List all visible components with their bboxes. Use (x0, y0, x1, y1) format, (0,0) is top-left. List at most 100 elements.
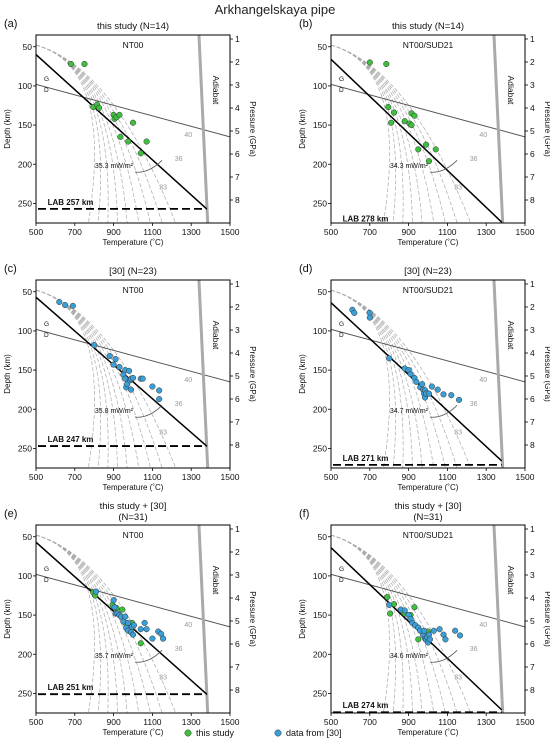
reference-geotherm-2 (331, 289, 396, 468)
panel-title-line2: (N=31) (413, 512, 442, 523)
plot-frame (330, 524, 526, 714)
data-point (119, 606, 126, 613)
fitted-geotherm (331, 58, 503, 223)
data-point (149, 383, 156, 390)
graphite-diamond-line (36, 573, 230, 628)
data-point (411, 604, 418, 611)
panel-letter: (a) (4, 18, 17, 30)
data-point (126, 367, 133, 374)
pressure-tick-label: 4 (235, 348, 240, 358)
pressure-tick-label: 2 (530, 57, 535, 67)
pressure-tick-label: 2 (235, 57, 240, 67)
g-label: G (44, 76, 49, 83)
g-label: G (44, 321, 49, 328)
panel-a: 500 700 900 1100 1300 1500 50 100 150 200 250 1 2 3 4 5… (3, 18, 257, 247)
data-point (387, 610, 394, 617)
data-point (452, 627, 459, 634)
pressure-tick-label: 5 (235, 371, 240, 381)
x-tick-label: 1300 (182, 227, 201, 237)
data-point (391, 109, 398, 116)
pressure-tick-label: 6 (235, 394, 240, 404)
data-point (440, 391, 447, 398)
data-point (117, 133, 124, 140)
data-point (139, 375, 146, 382)
panels: 500 700 900 1100 1300 15005010015020025012345… (3, 18, 550, 737)
fitted-geotherm (36, 54, 208, 210)
heat-flow-leader (429, 405, 458, 418)
reference-geotherm-5 (331, 289, 423, 468)
fitted-geotherm (36, 296, 208, 447)
x-axis-label: Temperature (˚C) (103, 483, 164, 492)
plot-frame (330, 34, 526, 224)
x-tick-label: 1500 (516, 717, 535, 727)
reference-geotherm-2 (331, 44, 396, 223)
pressure-tick-label: 6 (235, 639, 240, 649)
heat-flow-leader (429, 650, 458, 663)
pressure-tick-label: 7 (530, 417, 535, 427)
x-tick-label: 1300 (477, 717, 496, 727)
plot-area (331, 280, 525, 468)
lab-label: LAB 247 km (48, 435, 94, 444)
y-tick-label: 200 (18, 404, 32, 414)
x-tick-label: 1500 (516, 472, 535, 482)
data-point (419, 381, 426, 388)
data-point (436, 626, 443, 633)
data-point (160, 635, 167, 642)
geotherm-label-40: 40 (184, 622, 192, 629)
data-point (366, 314, 373, 321)
y-tick-label: 250 (313, 688, 327, 698)
y-tick-label: 250 (313, 443, 327, 453)
y-tick-label: 200 (18, 649, 32, 659)
y-tick-label: 150 (313, 610, 327, 620)
x-tick-label: 1500 (516, 227, 535, 237)
panel-letter: (f) (299, 508, 309, 520)
data-point (137, 640, 144, 647)
geotherm-label-33: 33 (159, 184, 167, 191)
reference-geotherm-7 (331, 44, 446, 223)
pressure-tick-label: 4 (530, 593, 535, 603)
d-label: D (44, 577, 49, 584)
pressure-tick-label: 6 (530, 149, 535, 159)
x-tick-label: 900 (107, 227, 121, 237)
geotherm-label-36: 36 (470, 646, 478, 653)
x-tick-label: 500 (324, 227, 338, 237)
adiabat-label: Adiabat (506, 321, 516, 350)
pressure-tick-label: 7 (530, 172, 535, 182)
panel-title: this study + [30] (395, 501, 462, 512)
data-point (426, 636, 433, 643)
y-tick-label: 100 (18, 326, 32, 336)
plot-area (331, 35, 525, 223)
pressure-axis-label: Pressure (GPa) (543, 591, 550, 647)
data-point (383, 60, 390, 68)
reference-geotherm-8 (331, 289, 458, 468)
data-point (415, 146, 422, 153)
reference-geotherm-9 (331, 44, 472, 223)
panel-letter: (c) (4, 263, 17, 275)
data-point (56, 298, 63, 305)
data-point (385, 104, 392, 111)
pressure-tick-label: 4 (235, 593, 240, 603)
data-point (415, 636, 422, 643)
legend-label: this study (196, 728, 235, 738)
adiabat-line (492, 525, 505, 713)
pressure-axis-label: Pressure (GPa) (248, 101, 257, 157)
adiabat-label: Adiabat (506, 76, 516, 105)
pressure-tick-label: 7 (235, 417, 240, 427)
pressure-tick-label: 7 (235, 172, 240, 182)
reference-geotherm-7 (36, 44, 151, 223)
pressure-tick-label: 3 (235, 570, 240, 580)
plot-area (36, 280, 230, 468)
geotherm-label-36: 36 (175, 646, 183, 653)
data-point (448, 392, 455, 399)
geotherm-label-33: 33 (454, 674, 462, 681)
graphite-diamond-line (331, 573, 525, 628)
x-tick-label: 1500 (221, 717, 240, 727)
lab-label: LAB 278 km (343, 214, 389, 223)
pressure-tick-label: 6 (235, 149, 240, 159)
y-axis-label: Depth (km) (298, 354, 307, 394)
data-point (386, 355, 393, 362)
data-point (401, 607, 408, 614)
data-point (428, 383, 435, 390)
reference-geotherm-3 (331, 534, 404, 713)
x-tick-label: 500 (29, 472, 43, 482)
